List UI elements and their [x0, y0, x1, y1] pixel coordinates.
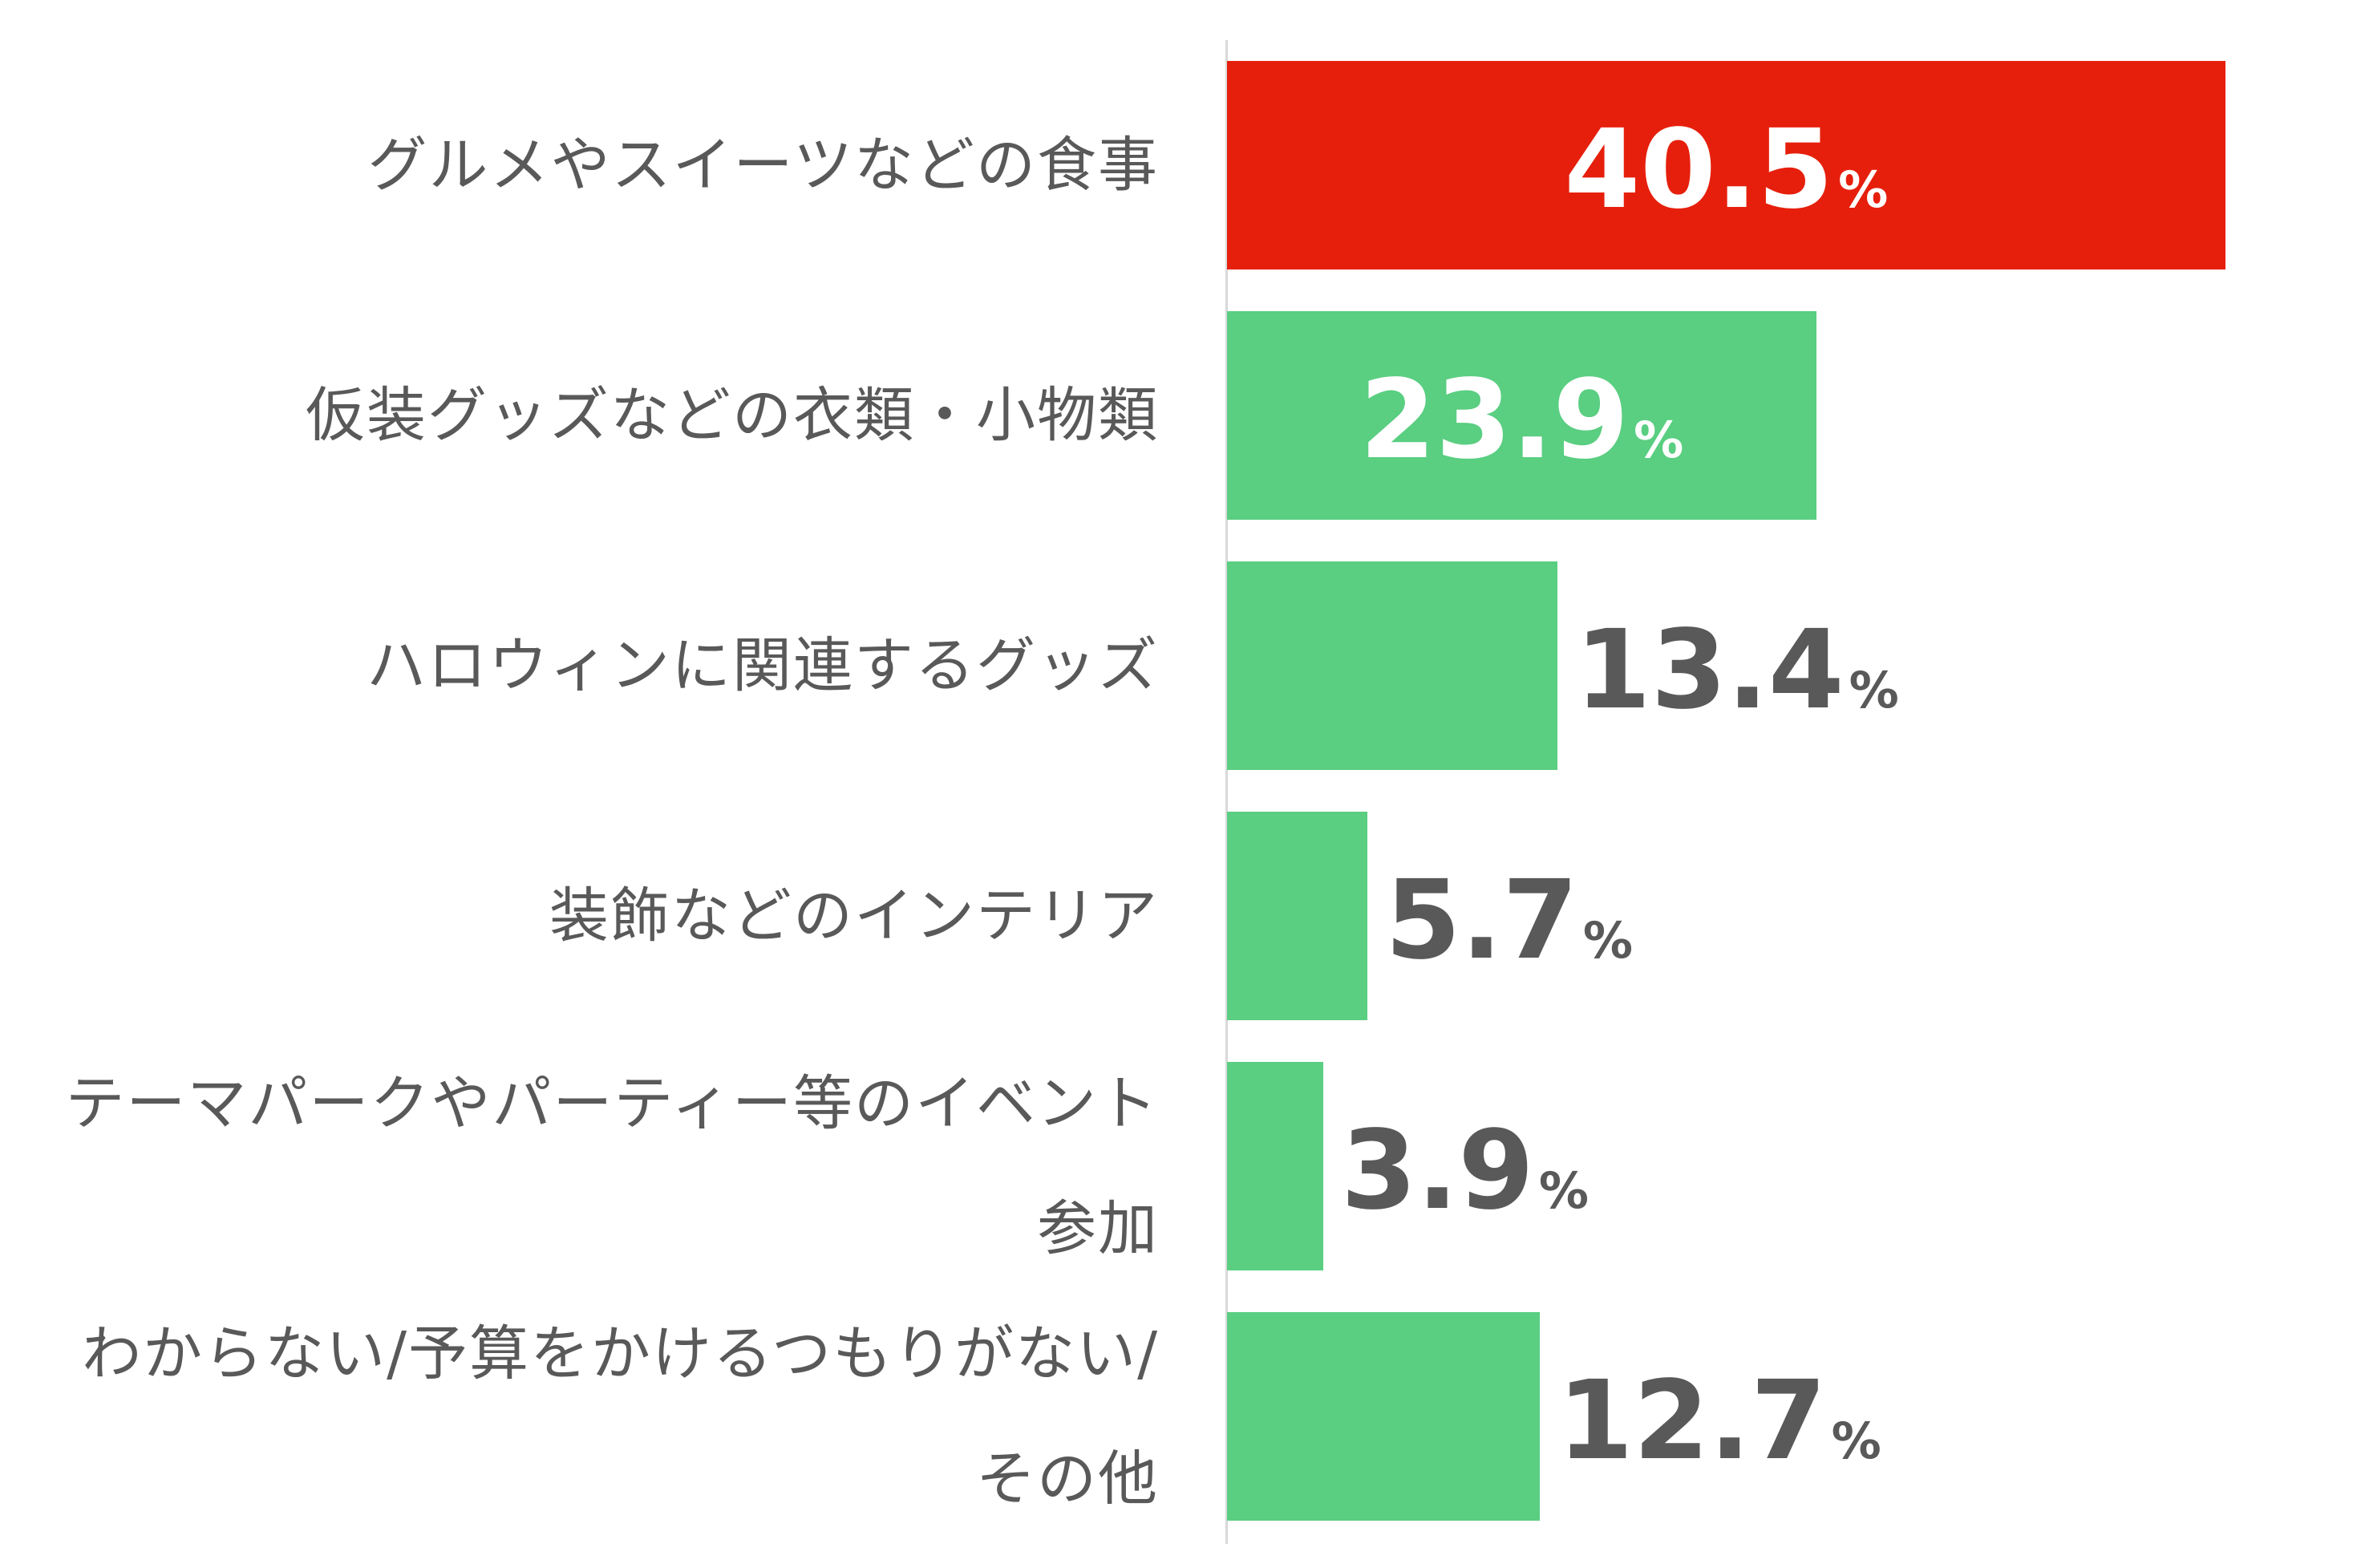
value-unit: % [1538, 1161, 1590, 1220]
value-label: 40.5% [1565, 115, 1889, 225]
bar [1227, 812, 1367, 1020]
value-number: 23.9 [1359, 357, 1630, 484]
bar [1227, 61, 2225, 269]
value-label: 23.9% [1360, 366, 1684, 475]
value-label: 5.7% [1385, 866, 1633, 975]
value-number: 13.4 [1575, 607, 1845, 734]
bar [1227, 561, 1557, 770]
category-label: 装飾などのインテリア [549, 881, 1159, 950]
value-number: 40.5 [1564, 107, 1834, 233]
value-label: 3.9% [1341, 1116, 1589, 1226]
bar [1227, 311, 1816, 520]
value-unit: % [1849, 661, 1899, 719]
value-label: 13.4% [1575, 616, 1899, 725]
bar [1227, 1062, 1323, 1270]
value-unit: % [1582, 911, 1634, 970]
value-unit: % [1831, 1412, 1881, 1470]
category-label: グルメやスイーツなどの食事 [367, 131, 1159, 200]
category-label: テーマパークやパーティー等のイベント参加 [65, 1069, 1159, 1263]
category-label: わからない/予算をかけるつもりがない/その他 [82, 1319, 1159, 1513]
value-label: 12.7% [1557, 1367, 1881, 1476]
value-number: 12.7 [1557, 1358, 1827, 1485]
y-axis-line [1225, 40, 1228, 1544]
bar [1227, 1312, 1540, 1521]
value-number: 5.7 [1385, 857, 1578, 984]
value-unit: % [1838, 160, 1889, 219]
value-number: 3.9 [1341, 1108, 1534, 1234]
value-unit: % [1634, 411, 1684, 469]
category-label: ハロウィンに関連するグッズ [367, 631, 1159, 700]
category-label: 仮装グッズなどの衣類・小物類 [306, 381, 1159, 450]
